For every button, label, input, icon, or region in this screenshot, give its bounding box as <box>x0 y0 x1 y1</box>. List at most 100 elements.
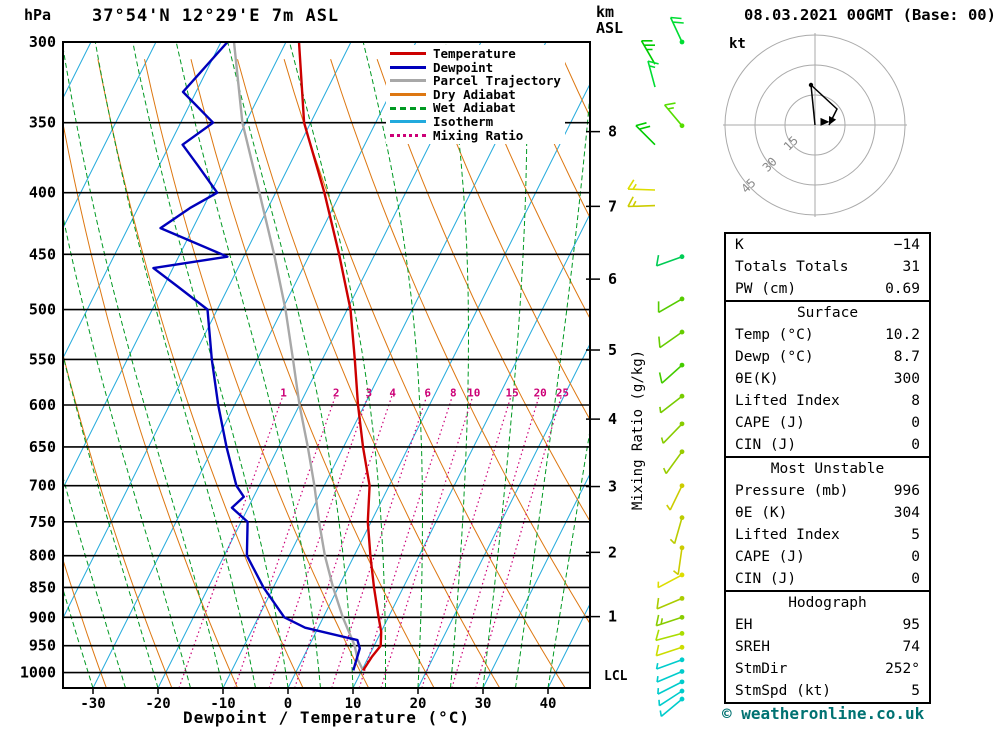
pressure-tick-label: 950 <box>29 637 56 655</box>
km-tick-label: 1 <box>608 608 617 626</box>
table-section: Most Unstable Pressure (mb) 996 θE (K) 304 Li… <box>724 456 931 592</box>
legend-item-label: Mixing Ratio <box>433 127 524 143</box>
wind-barb <box>635 122 656 146</box>
dry-adiabat-line <box>63 121 238 688</box>
km-tick-label: 4 <box>608 410 617 428</box>
mixing-ratio-line <box>268 396 369 688</box>
table-row: SREH 74 <box>726 636 929 658</box>
hodograph-ring <box>754 64 876 186</box>
legend-item-label: Dewpoint <box>433 59 494 75</box>
mixing-ratio-value-label: 8 <box>450 386 457 399</box>
dry-adiabat-line <box>63 352 173 688</box>
mixing-ratio-value-label: 10 <box>467 386 480 399</box>
wet-adiabat-line <box>547 427 590 688</box>
legend-item: Dry Adiabat <box>390 88 561 102</box>
table-row: K −14 <box>726 234 929 256</box>
wind-barb <box>655 629 683 642</box>
legend-item: Mixing Ratio <box>390 127 561 143</box>
hodograph-point-marker <box>808 82 814 88</box>
temp-tick-label: -10 <box>210 696 235 712</box>
altitude-unit-km: km <box>596 3 615 21</box>
pressure-tick-label: 350 <box>29 114 56 132</box>
wind-barb <box>663 102 683 127</box>
legend-item: Wet Adiabat <box>390 101 561 115</box>
mixing-ratio-value-label: 15 <box>505 386 518 399</box>
wet-adiabat-line <box>94 42 256 688</box>
wind-barb <box>656 670 683 683</box>
altitude-unit-label: km ASL <box>596 4 623 36</box>
wet-adiabat-line <box>289 42 386 688</box>
table-row-label: EH <box>735 617 753 633</box>
table-section-header: Most Unstable <box>770 461 885 477</box>
isotherm-line <box>222 42 547 688</box>
dry-adiabat-line <box>376 59 590 523</box>
km-tick-label: 2 <box>608 543 617 561</box>
table-row-label: Lifted Index <box>735 527 840 543</box>
table-row-label: SREH <box>735 639 770 655</box>
table-row-value: 5 <box>911 683 920 699</box>
table-row-label: Temp (°C) <box>735 327 814 343</box>
datetime-title: 08.03.2021 00GMT (Base: 00) <box>744 6 996 24</box>
wind-barb <box>647 60 659 88</box>
isotherm-line <box>482 472 590 688</box>
km-tick-label: 8 <box>608 123 617 141</box>
mixing-ratio-value-label: 6 <box>424 386 431 399</box>
mixing-ratio-value-label: 2 <box>333 386 340 399</box>
table-row: Totals Totals 31 <box>726 256 929 278</box>
pressure-tick-label: 450 <box>29 245 56 263</box>
dry-adiabat-line <box>63 558 107 688</box>
wet-adiabat-line <box>63 475 126 688</box>
table-row-label: Dewp (°C) <box>735 349 814 365</box>
table-row-value: 95 <box>902 617 920 633</box>
temp-tick-label: 20 <box>410 696 427 712</box>
legend-item-label: Isotherm <box>433 113 494 129</box>
table-row: Temp (°C) 10.2 <box>726 324 929 346</box>
table-row-value: 8.7 <box>893 349 920 365</box>
wind-barb <box>669 16 684 43</box>
table-row-label: CAPE (J) <box>735 549 805 565</box>
wind-barb <box>655 644 683 657</box>
table-row: Lifted Index 8 <box>726 390 929 412</box>
wind-barb <box>657 574 683 589</box>
pressure-tick-label: 500 <box>29 301 56 319</box>
dry-adiabat-line <box>144 59 370 688</box>
pressure-tick-label: 400 <box>29 184 56 202</box>
table-row-value: 304 <box>893 505 920 521</box>
wet-adiabat-line <box>63 587 94 688</box>
temp-tick-label: 40 <box>540 696 557 712</box>
pressure-tick-label: 550 <box>29 350 56 368</box>
legend-line-sample <box>390 106 426 110</box>
mixing-ratio-value-label: 4 <box>389 386 396 399</box>
pressure-tick-label: 800 <box>29 547 56 565</box>
table-row: CAPE (J) 0 <box>726 412 929 434</box>
mixing-ratio-value-label: 3 <box>365 386 372 399</box>
table-row: CIN (J) 0 <box>726 434 929 456</box>
mixing-ratio-value-label: 25 <box>556 386 569 399</box>
table-row-label: K <box>735 237 744 253</box>
chart-field-lines <box>63 42 590 688</box>
table-row-value: 0 <box>911 437 920 453</box>
legend-line-sample <box>390 52 426 56</box>
table-row: θE(K) 300 <box>726 368 929 390</box>
table-row: CIN (J) 0 <box>726 568 929 590</box>
isotherm-line <box>63 42 222 360</box>
wind-barb <box>673 547 683 576</box>
legend-item-label: Dry Adiabat <box>433 86 516 102</box>
table-row: EH 95 <box>726 614 929 636</box>
altitude-unit-asl: ASL <box>596 19 624 37</box>
mixing-ratio-value-label: 1 <box>280 386 287 399</box>
wind-barb <box>658 331 683 349</box>
table-row: CAPE (J) 0 <box>726 546 929 568</box>
copyright: © weatheronline.co.uk <box>722 704 925 723</box>
table-row-label: Pressure (mb) <box>735 483 849 499</box>
wet-adiabat-line <box>227 42 354 688</box>
mixing-ratio-line <box>331 396 428 688</box>
legend-item-label: Temperature <box>433 46 516 61</box>
legend-line-sample <box>390 79 426 83</box>
mixing-ratio-value-label: 20 <box>534 386 547 399</box>
isotherm-line <box>63 42 287 490</box>
pressure-tick-label: 900 <box>29 608 56 626</box>
wet-adiabat-line <box>175 42 321 688</box>
pressure-unit-label: hPa <box>24 6 52 24</box>
